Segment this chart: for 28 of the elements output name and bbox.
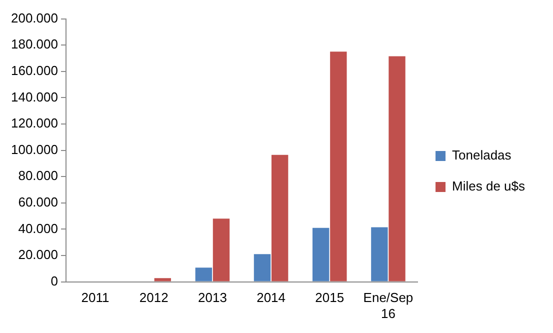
y-tick-label: 0 xyxy=(50,273,58,288)
y-tick-label: 100.000 xyxy=(10,142,58,157)
y-tick-label: 20.000 xyxy=(18,247,58,262)
bar xyxy=(195,268,212,282)
bar xyxy=(371,227,388,282)
x-tick-label: 2011 xyxy=(81,290,110,306)
x-tick-label: 2013 xyxy=(198,290,227,306)
y-tick-label: 120.000 xyxy=(10,116,58,131)
y-tick-label: 180.000 xyxy=(10,36,58,52)
bar xyxy=(330,52,347,282)
legend-label: Toneladas xyxy=(452,148,512,163)
y-tick-label: 200.000 xyxy=(10,10,58,26)
y-tick-label: 140.000 xyxy=(10,89,58,104)
y-tick-label: 160.000 xyxy=(10,62,58,78)
bar xyxy=(154,278,172,282)
legend-label: Miles de u$s xyxy=(452,178,526,194)
bar xyxy=(271,154,288,282)
bar xyxy=(388,56,406,282)
bar xyxy=(312,228,330,282)
x-tick-label: Ene/Sep 16 xyxy=(363,290,414,321)
x-tick-label: 2014 xyxy=(256,290,286,306)
x-tick-label: 2015 xyxy=(315,290,344,306)
x-tick-label: 2012 xyxy=(139,290,168,306)
y-tick-label: 40.000 xyxy=(18,220,58,236)
y-tick-label: 60.000 xyxy=(18,194,58,210)
y-tick-label: 80.000 xyxy=(18,168,58,184)
bar xyxy=(212,218,230,282)
bar xyxy=(254,254,271,282)
